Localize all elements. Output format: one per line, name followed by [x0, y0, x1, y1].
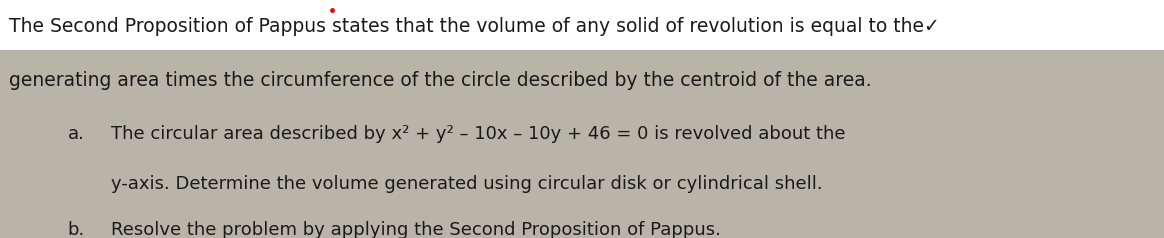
- Text: Resolve the problem by applying the Second Proposition of Pappus.: Resolve the problem by applying the Seco…: [111, 221, 721, 238]
- Text: b.: b.: [68, 221, 85, 238]
- Text: The Second Proposition of Pappus states that the volume of any solid of revoluti: The Second Proposition of Pappus states …: [9, 17, 941, 36]
- Text: generating area times the circumference of the circle described by the centroid : generating area times the circumference …: [9, 71, 872, 90]
- Text: y-axis. Determine the volume generated using circular disk or cylindrical shell.: y-axis. Determine the volume generated u…: [111, 175, 822, 193]
- FancyBboxPatch shape: [0, 0, 1164, 50]
- Text: The circular area described by x² + y² – 10x – 10y + 46 = 0 is revolved about th: The circular area described by x² + y² –…: [111, 125, 845, 143]
- Text: a.: a.: [68, 125, 84, 143]
